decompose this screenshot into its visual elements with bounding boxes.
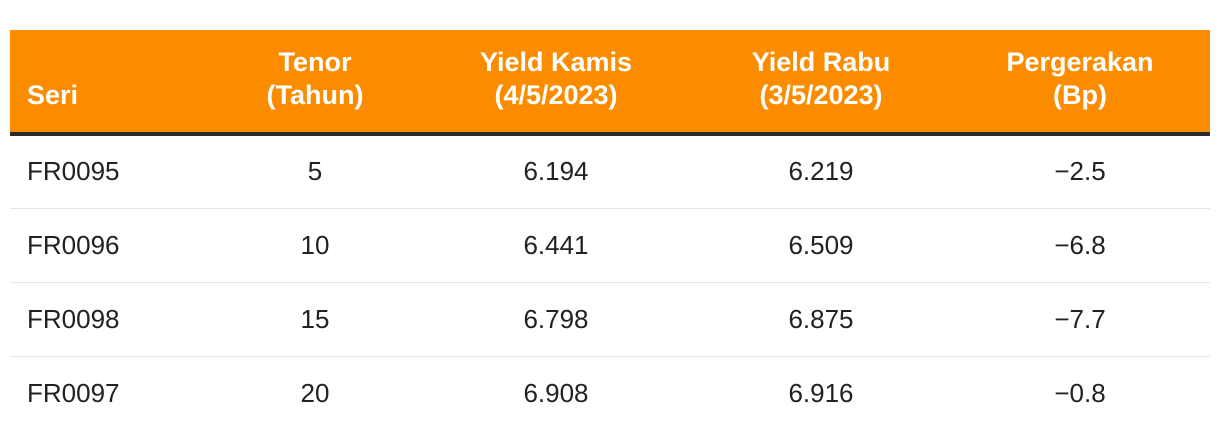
cell-pergerakan: −0.8 xyxy=(1054,377,1106,408)
cell-tenor: 10 xyxy=(210,208,420,283)
cell-yield-rabu: 6.916 xyxy=(788,377,854,408)
header-pergerakan: Pergerakan (Bp) xyxy=(950,30,1210,136)
header-pergerakan-line1: Pergerakan xyxy=(1006,47,1154,77)
cell-yield-kamis: 6.798 xyxy=(420,282,692,357)
cell-yield-kamis: 6.908 xyxy=(523,377,589,408)
table-header: Seri Tenor (Tahun) Yield Kamis (4/5/2023… xyxy=(10,30,1210,136)
yield-table-container: Seri Tenor (Tahun) Yield Kamis (4/5/2023… xyxy=(10,30,1210,430)
header-yield-kamis-line1: Yield Kamis xyxy=(479,47,633,77)
header-yield-rabu-line2: (3/5/2023) xyxy=(759,80,883,110)
cell-yield-kamis: 6.194 xyxy=(420,134,692,209)
header-pergerakan-line2: (Bp) xyxy=(1053,80,1107,110)
header-yield-kamis: Yield Kamis (4/5/2023) xyxy=(420,30,692,136)
cell-yield-rabu: 6.875 xyxy=(692,282,950,357)
header-seri: Seri xyxy=(10,30,210,136)
cell-tenor: 15 xyxy=(210,282,420,357)
cell-pergerakan: −6.8 xyxy=(950,208,1210,283)
header-yield-rabu: Yield Rabu (3/5/2023) xyxy=(692,30,950,136)
header-tenor-line1: Tenor xyxy=(278,47,352,77)
cell-seri: FR0098 xyxy=(10,282,210,357)
header-tenor: Tenor (Tahun) xyxy=(210,30,420,136)
header-yield-kamis-line2: (4/5/2023) xyxy=(494,80,618,110)
header-seri-line2: Seri xyxy=(27,80,79,110)
cell-tenor: 20 xyxy=(300,377,330,408)
cell-seri: FR0095 xyxy=(10,134,210,209)
cell-pergerakan: −2.5 xyxy=(950,134,1210,209)
cell-pergerakan: −7.7 xyxy=(950,282,1210,357)
table-row: FR0096 10 6.441 6.509 −6.8 xyxy=(10,208,1210,283)
cell-yield-rabu: 6.509 xyxy=(692,208,950,283)
table-row: FR0098 15 6.798 6.875 −7.7 xyxy=(10,282,1210,357)
cell-yield-kamis: 6.441 xyxy=(420,208,692,283)
cell-tenor: 5 xyxy=(210,134,420,209)
header-yield-rabu-line1: Yield Rabu xyxy=(751,47,891,77)
yield-table: Seri Tenor (Tahun) Yield Kamis (4/5/2023… xyxy=(10,30,1210,430)
header-row: Seri Tenor (Tahun) Yield Kamis (4/5/2023… xyxy=(10,30,1210,136)
cell-seri: FR0096 xyxy=(10,208,210,283)
table-row: FR0095 5 6.194 6.219 −2.5 xyxy=(10,134,1210,209)
table-row: FR0097 20 6.908 6.916 −0.8 xyxy=(10,356,1210,430)
cell-yield-rabu: 6.219 xyxy=(692,134,950,209)
cell-seri: FR0097 xyxy=(27,377,120,408)
header-tenor-line2: (Tahun) xyxy=(266,80,364,110)
table-body: FR0095 5 6.194 6.219 −2.5 FR0096 10 6.44… xyxy=(10,134,1210,430)
